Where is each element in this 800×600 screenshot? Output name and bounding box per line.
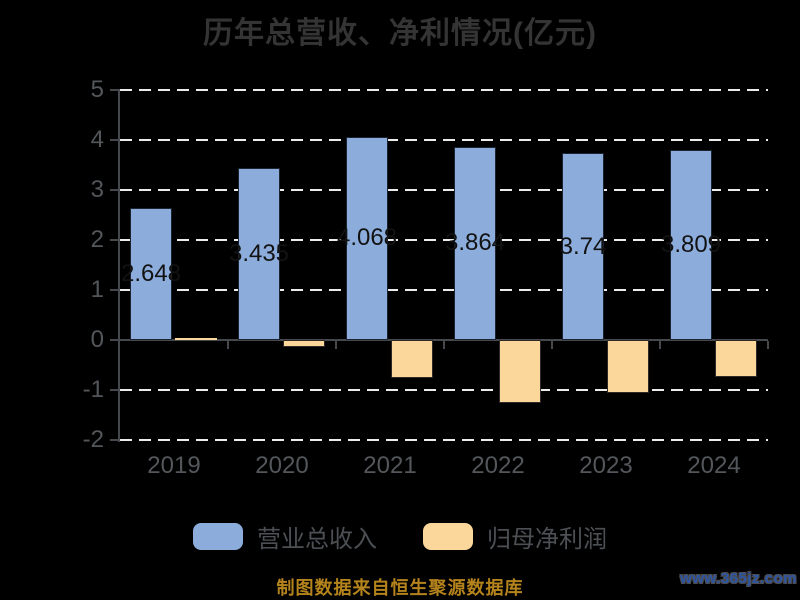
bar-revenue-2022	[454, 146, 496, 340]
y-axis-tick-label: 0	[90, 326, 104, 353]
y-axis-tick-label: 5	[90, 76, 104, 103]
x-tick-mark	[551, 341, 553, 349]
x-tick-mark	[227, 341, 229, 349]
bar-value-label: 3.435	[228, 240, 290, 268]
y-axis-line	[118, 89, 120, 442]
bar-revenue-2023	[562, 153, 604, 340]
y-tick-mark	[110, 439, 118, 441]
y-axis-tick-label: -1	[82, 376, 104, 403]
y-axis-tick-label: 4	[90, 126, 104, 153]
bar-value-label: 3.74	[559, 232, 607, 260]
chart-title: 历年总营收、净利情况(亿元)	[203, 17, 597, 50]
bar-value-label: 3.864	[444, 229, 506, 257]
gridline	[120, 189, 768, 191]
y-tick-mark	[110, 239, 118, 241]
y-axis-tick-label: 2	[90, 226, 104, 253]
bar-profit-2023	[607, 340, 649, 393]
gridline	[120, 389, 768, 391]
watermark-url: www.365jz.com	[680, 570, 797, 587]
gridline	[120, 89, 768, 91]
data-source-note: 制图数据来自恒生聚源数据库	[276, 578, 524, 598]
gridline	[120, 239, 768, 241]
x-axis-tick-label: 2024	[687, 452, 741, 479]
x-axis-tick-label: 2022	[471, 452, 525, 479]
x-tick-mark	[767, 341, 769, 349]
y-axis-tick-label: -2	[82, 426, 104, 453]
gridline	[120, 289, 768, 291]
y-tick-mark	[110, 89, 118, 91]
bar-value-label: 4.068	[336, 224, 398, 252]
x-axis-tick-label: 2021	[363, 452, 417, 479]
bar-profit-2022	[499, 340, 541, 403]
bar-value-label: 3.809	[660, 230, 722, 258]
bar-profit-2020	[283, 340, 325, 347]
y-tick-mark	[110, 389, 118, 391]
legend-label-profit: 归母净利润	[487, 526, 607, 553]
gridline	[120, 439, 768, 441]
bar-profit-2024	[715, 340, 757, 377]
bar-profit-2019	[175, 338, 217, 340]
bar-revenue-2019	[130, 207, 172, 340]
legend-item-profit: 归母净利润	[423, 519, 607, 554]
bar-profit-2021	[391, 340, 433, 378]
gridline	[120, 139, 768, 141]
x-axis-tick-label: 2020	[255, 452, 309, 479]
y-tick-mark	[110, 289, 118, 291]
y-tick-mark	[110, 189, 118, 191]
legend-item-revenue: 营业总收入	[193, 519, 377, 554]
x-tick-mark	[443, 341, 445, 349]
profit-swatch-icon	[423, 523, 473, 550]
x-axis-tick-label: 2019	[147, 452, 201, 479]
bar-revenue-2021	[346, 136, 388, 340]
x-axis-line	[118, 339, 768, 341]
y-axis-tick-label: 3	[90, 176, 104, 203]
legend-label-revenue: 营业总收入	[257, 526, 377, 553]
revenue-swatch-icon	[193, 523, 243, 550]
y-tick-mark	[110, 339, 118, 341]
y-tick-mark	[110, 139, 118, 141]
bar-value-label: 2.648	[120, 259, 182, 287]
bar-revenue-2024	[670, 149, 712, 340]
x-axis-tick-label: 2023	[579, 452, 633, 479]
y-axis-tick-label: 1	[90, 276, 104, 303]
legend: 营业总收入 归母净利润	[0, 519, 800, 554]
x-tick-mark	[659, 341, 661, 349]
x-tick-mark	[335, 341, 337, 349]
bar-revenue-2020	[238, 168, 280, 340]
